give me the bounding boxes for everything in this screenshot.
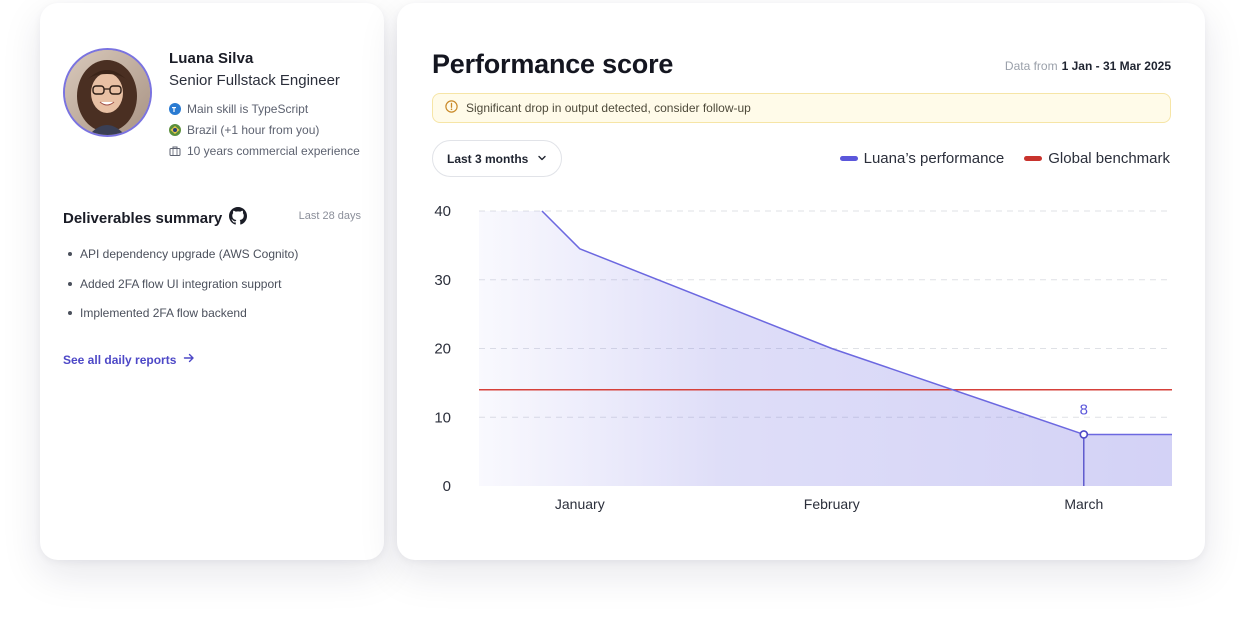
deliverables-title: Deliverables summary	[63, 207, 248, 229]
performance-chart: 0 10 20 30 40 January February March 8	[434, 203, 1172, 512]
see-all-daily-reports-link[interactable]: See all daily reports	[63, 352, 195, 367]
alert-text: Significant drop in output detected, con…	[466, 101, 751, 115]
performance-line	[541, 210, 1172, 436]
list-item: Implemented 2FA flow backend	[68, 305, 298, 335]
y-tick-label: 20	[434, 341, 451, 358]
deliverable-text: Implemented 2FA flow backend	[80, 306, 247, 320]
legend-swatch-benchmark	[1024, 156, 1043, 161]
legend-item-performance: Luana’s performance	[839, 150, 1005, 167]
deliverables-list: API dependency upgrade (AWS Cognito) Add…	[68, 246, 298, 335]
period-dropdown[interactable]: Last 3 months	[432, 140, 562, 177]
x-tick-label: January	[555, 496, 605, 512]
avatar	[63, 48, 152, 137]
location-text: Brazil (+1 hour from you)	[187, 123, 320, 137]
profile-card: Luana Silva Senior Fullstack Engineer Ma…	[40, 3, 384, 560]
y-tick-label: 10	[434, 409, 451, 426]
profile-name: Luana Silva	[169, 50, 254, 67]
deliverable-text: Added 2FA flow UI integration support	[80, 276, 282, 291]
typescript-icon	[169, 103, 181, 115]
deliverables-title-text: Deliverables summary	[63, 209, 223, 227]
brazil-flag-icon	[169, 124, 181, 136]
deliverable-text: API dependency upgrade (AWS Cognito)	[80, 247, 299, 261]
briefcase-icon	[169, 145, 181, 157]
bullet-icon	[68, 252, 72, 256]
legend-label-performance: Luana’s performance	[863, 150, 1005, 167]
legend-swatch-performance	[839, 156, 858, 161]
y-tick-label: 0	[443, 478, 451, 495]
profile-role: Senior Fullstack Engineer	[169, 72, 340, 89]
experience-text: 10 years commercial experience	[187, 144, 360, 158]
period-label: Last 3 months	[447, 151, 529, 166]
main-skill-text: Main skill is TypeScript	[187, 102, 309, 116]
highlight-point[interactable]	[1079, 430, 1089, 439]
bullet-icon	[68, 281, 72, 286]
deliverables-range: Last 28 days	[298, 210, 361, 222]
data-from-label: Data from	[1004, 59, 1058, 73]
x-tick-label: February	[804, 496, 860, 512]
location-row: Brazil (+1 hour from you)	[169, 122, 319, 138]
list-item: Added 2FA flow UI integration support	[68, 276, 298, 306]
legend-label-benchmark: Global benchmark	[1048, 150, 1170, 167]
info-circle-icon	[445, 100, 458, 116]
performance-area	[479, 211, 1172, 486]
chart-legend: Luana’s performance Global benchmark	[839, 150, 1170, 167]
legend-item-benchmark: Global benchmark	[1024, 150, 1170, 167]
data-range: Data from 1 Jan - 31 Mar 2025	[1005, 59, 1171, 73]
page-title: Performance score	[432, 49, 674, 79]
arrow-right-icon	[183, 352, 195, 367]
bullet-icon	[68, 311, 72, 315]
daily-link-label: See all daily reports	[63, 352, 177, 367]
highlight-value-label: 8	[1080, 401, 1088, 418]
data-from-range: 1 Jan - 31 Mar 2025	[1061, 59, 1171, 73]
x-tick-label: March	[1064, 496, 1103, 512]
chevron-down-icon	[537, 152, 547, 166]
list-item: API dependency upgrade (AWS Cognito)	[68, 246, 298, 276]
github-icon	[229, 207, 248, 229]
warning-alert: Significant drop in output detected, con…	[432, 93, 1171, 123]
experience-row: 10 years commercial experience	[169, 143, 360, 159]
performance-card: Performance score Data from 1 Jan - 31 Ma…	[397, 3, 1205, 560]
y-tick-label: 40	[434, 203, 451, 220]
y-tick-label: 30	[434, 272, 451, 289]
main-skill-row: Main skill is TypeScript	[169, 101, 308, 117]
